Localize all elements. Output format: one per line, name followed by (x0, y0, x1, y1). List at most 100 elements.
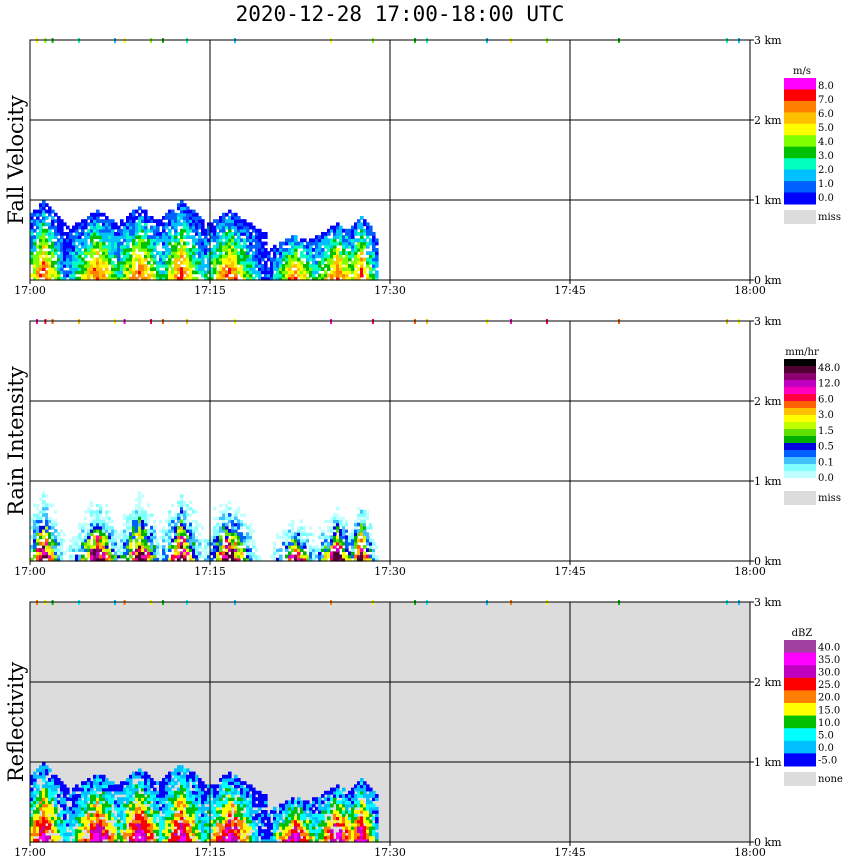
echo-pixel (315, 529, 319, 533)
echo-pixel (276, 264, 280, 268)
echo-pixel (57, 557, 61, 562)
echo-pixel (183, 838, 187, 843)
colorbar-label: 3.0 (818, 151, 834, 162)
colorbar-label: 12.0 (818, 379, 840, 390)
echo-pixel (186, 228, 190, 233)
echo-pixel (99, 810, 103, 814)
echo-pixel (369, 519, 373, 524)
echo-pixel (240, 244, 244, 249)
echo-pixel (150, 835, 154, 840)
echo-pixel (219, 810, 223, 814)
echo-pixel (171, 529, 175, 533)
echo-pixel (57, 525, 61, 530)
echo-pixel (261, 525, 265, 530)
echo-pixel (108, 513, 112, 517)
echo-pixel (144, 535, 148, 540)
echo-pixel (117, 248, 121, 252)
echo-pixel (171, 838, 175, 843)
echo-pixel (54, 548, 58, 552)
echo-pixel (213, 219, 217, 223)
echo-pixel (96, 835, 100, 840)
echo-pixel (105, 219, 109, 223)
echo-pixel (246, 244, 250, 249)
echo-pixel (69, 548, 73, 552)
echo-pixel (213, 832, 217, 837)
echo-pixel (72, 538, 76, 543)
echo-pixel (63, 835, 67, 840)
echo-pixel (333, 232, 337, 236)
echo-pixel (57, 264, 61, 268)
echo-pixel (84, 500, 88, 504)
echo-pixel (279, 257, 283, 262)
echo-pixel (96, 519, 100, 524)
echo-pixel (129, 513, 133, 517)
echo-pixel (81, 545, 85, 549)
echo-pixel (177, 270, 181, 275)
echo-pixel (90, 794, 94, 798)
echo-pixel (138, 519, 142, 524)
echo-pixel (156, 222, 160, 227)
echo-pixel (195, 257, 199, 262)
echo-pixel (150, 513, 154, 517)
echo-pixel (144, 222, 148, 227)
echo-pixel (120, 519, 124, 524)
echo-pixel (147, 267, 151, 271)
echo-pixel (237, 797, 241, 801)
echo-pixel (273, 532, 277, 536)
echo-pixel (120, 835, 124, 840)
echo-pixel (348, 541, 352, 546)
echo-pixel (108, 557, 112, 562)
echo-pixel (243, 516, 247, 520)
echo-pixel (240, 835, 244, 840)
colorbar-miss-swatch (784, 491, 816, 505)
echo-pixel (36, 216, 40, 220)
echo-pixel (93, 509, 97, 514)
echo-pixel (372, 235, 376, 239)
echo-pixel (237, 541, 241, 546)
echo-pixel (39, 209, 43, 214)
echo-pixel (177, 519, 181, 524)
echo-pixel (294, 541, 298, 546)
echo-pixel (33, 541, 37, 546)
echo-pixel (249, 273, 253, 278)
echo-pixel (234, 267, 238, 271)
echo-pixel (276, 273, 280, 278)
echo-pixel (348, 251, 352, 255)
echo-pixel (93, 270, 97, 275)
echo-pixel (357, 538, 361, 543)
echo-pixel (42, 797, 46, 801)
echo-pixel (153, 506, 157, 511)
echo-pixel (312, 270, 316, 275)
echo-pixel (165, 276, 169, 281)
echo-pixel (30, 241, 34, 246)
echo-pixel (369, 516, 373, 520)
echo-pixel (96, 490, 100, 495)
echo-pixel (180, 822, 184, 827)
echo-pixel (318, 235, 322, 239)
echo-pixel (222, 500, 226, 504)
echo-pixel (99, 241, 103, 246)
echo-pixel (183, 484, 187, 488)
echo-pixel (255, 532, 259, 536)
echo-pixel (246, 826, 250, 830)
echo-pixel (162, 832, 166, 837)
echo-pixel (48, 497, 52, 501)
echo-pixel (249, 538, 253, 543)
echo-pixel (75, 513, 79, 517)
echo-pixel (120, 522, 124, 527)
echo-pixel (288, 532, 292, 536)
echo-pixel (69, 241, 73, 246)
echo-pixel (108, 838, 112, 843)
echo-pixel (162, 273, 166, 278)
echo-pixel (51, 794, 55, 798)
echo-pixel (363, 529, 367, 533)
echo-pixel (183, 832, 187, 837)
echo-pixel (153, 260, 157, 265)
echo-pixel (231, 548, 235, 552)
echo-pixel (135, 228, 139, 233)
echo-pixel (225, 506, 229, 511)
echo-pixel (90, 551, 94, 556)
echo-pixel (249, 816, 253, 821)
echo-pixel (51, 260, 55, 265)
echo-pixel (180, 790, 184, 795)
